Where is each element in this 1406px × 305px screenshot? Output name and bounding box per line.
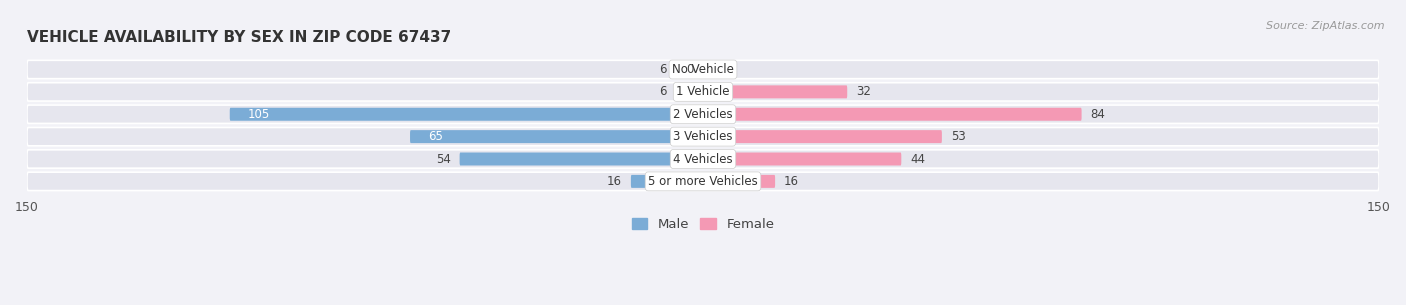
FancyBboxPatch shape — [27, 127, 1379, 146]
FancyBboxPatch shape — [676, 63, 703, 76]
Text: 6: 6 — [659, 85, 666, 99]
Text: 3 Vehicles: 3 Vehicles — [673, 130, 733, 143]
Text: 53: 53 — [950, 130, 966, 143]
FancyBboxPatch shape — [703, 130, 942, 143]
FancyBboxPatch shape — [703, 175, 775, 188]
Text: 54: 54 — [436, 152, 450, 166]
Text: 16: 16 — [785, 175, 799, 188]
FancyBboxPatch shape — [460, 152, 703, 166]
FancyBboxPatch shape — [27, 60, 1379, 79]
Legend: Male, Female: Male, Female — [626, 212, 780, 236]
FancyBboxPatch shape — [27, 83, 1379, 101]
Text: 44: 44 — [910, 152, 925, 166]
FancyBboxPatch shape — [27, 150, 1379, 168]
FancyBboxPatch shape — [27, 172, 1379, 191]
FancyBboxPatch shape — [631, 175, 703, 188]
FancyBboxPatch shape — [703, 152, 901, 166]
FancyBboxPatch shape — [229, 108, 703, 121]
Text: 6: 6 — [659, 63, 666, 76]
Text: 2 Vehicles: 2 Vehicles — [673, 108, 733, 121]
FancyBboxPatch shape — [27, 105, 1379, 124]
FancyBboxPatch shape — [676, 85, 703, 98]
Text: 65: 65 — [427, 130, 443, 143]
Text: 0: 0 — [686, 63, 695, 76]
Text: 105: 105 — [247, 108, 270, 121]
Text: 16: 16 — [607, 175, 621, 188]
Text: 5 or more Vehicles: 5 or more Vehicles — [648, 175, 758, 188]
Text: No Vehicle: No Vehicle — [672, 63, 734, 76]
Text: 84: 84 — [1091, 108, 1105, 121]
FancyBboxPatch shape — [411, 130, 703, 143]
Text: Source: ZipAtlas.com: Source: ZipAtlas.com — [1267, 21, 1385, 31]
Text: VEHICLE AVAILABILITY BY SEX IN ZIP CODE 67437: VEHICLE AVAILABILITY BY SEX IN ZIP CODE … — [27, 30, 451, 45]
Text: 4 Vehicles: 4 Vehicles — [673, 152, 733, 166]
FancyBboxPatch shape — [703, 108, 1081, 121]
Text: 32: 32 — [856, 85, 872, 99]
FancyBboxPatch shape — [703, 85, 848, 98]
Text: 1 Vehicle: 1 Vehicle — [676, 85, 730, 99]
